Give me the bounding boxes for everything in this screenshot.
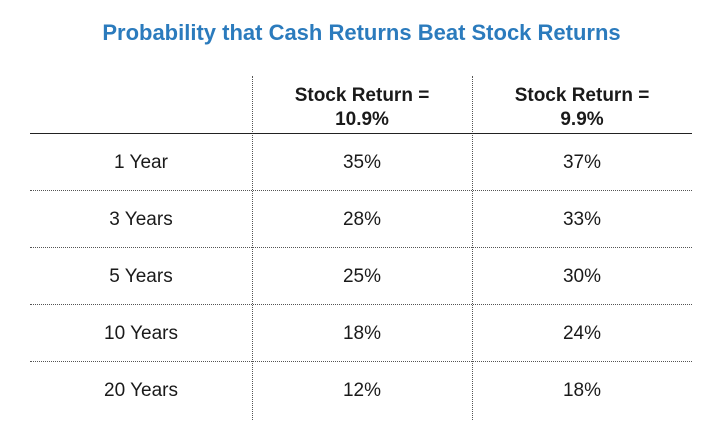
- table-cell: 35%: [342, 152, 382, 173]
- table-row: 5 Years 25% 30%: [30, 248, 692, 305]
- chart-title: Probability that Cash Returns Beat Stock…: [102, 20, 621, 45]
- table-cell: 18%: [562, 380, 602, 401]
- table-row: 10 Years 18% 24%: [30, 305, 692, 362]
- row-label: 1 Year: [114, 152, 168, 173]
- column-header-line: 9.9%: [560, 109, 604, 130]
- table-cell: 30%: [562, 266, 602, 287]
- column-header-line: Stock Return =: [294, 85, 430, 106]
- row-divider: [30, 361, 692, 362]
- column-divider: [472, 76, 473, 420]
- row-label: 5 Years: [109, 266, 173, 287]
- row-divider: [30, 247, 692, 248]
- column-header: Stock Return = 9.9%: [472, 84, 692, 132]
- table-cell: 28%: [342, 209, 382, 230]
- row-divider: [30, 190, 692, 191]
- table-cell: 33%: [562, 209, 602, 230]
- header-rule: [30, 133, 692, 134]
- row-label: 10 Years: [104, 323, 178, 344]
- row-label: 20 Years: [104, 380, 178, 401]
- table-cell: 24%: [562, 323, 602, 344]
- table-cell: 18%: [342, 323, 382, 344]
- table-row: 20 Years 12% 18%: [30, 362, 692, 419]
- table-row: 3 Years 28% 33%: [30, 191, 692, 248]
- row-divider: [30, 304, 692, 305]
- table-cell: 37%: [562, 152, 602, 173]
- column-divider: [252, 76, 253, 420]
- table-row: 1 Year 35% 37%: [30, 134, 692, 191]
- column-header: Stock Return = 10.9%: [252, 84, 472, 132]
- column-header-line: 10.9%: [335, 109, 389, 130]
- table-cell: 12%: [342, 380, 382, 401]
- probability-table: Stock Return = 10.9% Stock Return = 9.9%…: [30, 76, 692, 420]
- row-label: 3 Years: [109, 209, 173, 230]
- column-header-line: Stock Return =: [514, 85, 650, 106]
- table-cell: 25%: [342, 266, 382, 287]
